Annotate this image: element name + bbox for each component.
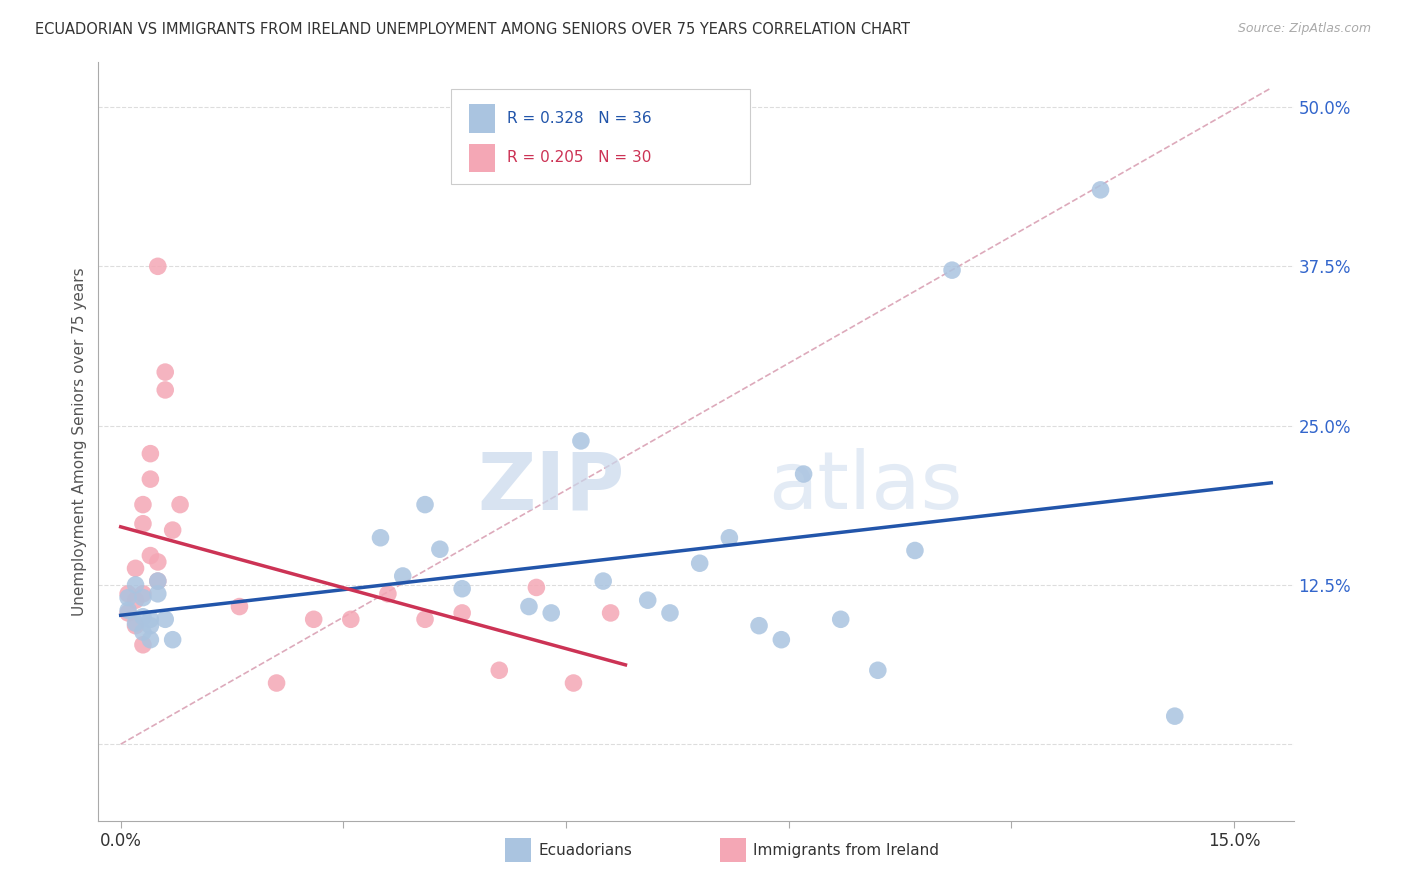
Point	[139, 549, 162, 563]
Point	[370, 531, 392, 545]
Point	[228, 599, 250, 614]
Point	[302, 612, 325, 626]
Point	[569, 434, 592, 448]
Point	[599, 606, 621, 620]
Point	[941, 263, 963, 277]
Point	[866, 663, 889, 677]
Point	[139, 447, 162, 461]
Point	[139, 472, 162, 486]
Point	[451, 606, 474, 620]
Point	[132, 591, 155, 605]
FancyBboxPatch shape	[451, 89, 749, 184]
Text: R = 0.205   N = 30: R = 0.205 N = 30	[508, 151, 651, 166]
Point	[132, 625, 155, 640]
Point	[391, 569, 413, 583]
Point	[904, 543, 927, 558]
Point	[117, 603, 139, 617]
Point	[689, 556, 711, 570]
Point	[117, 591, 139, 605]
Text: Source: ZipAtlas.com: Source: ZipAtlas.com	[1237, 22, 1371, 36]
Point	[146, 587, 169, 601]
Point	[562, 676, 585, 690]
Point	[146, 555, 169, 569]
Point	[155, 612, 177, 626]
Point	[124, 618, 146, 632]
Point	[155, 383, 177, 397]
Text: ZIP: ZIP	[477, 448, 624, 526]
Text: R = 0.328   N = 36: R = 0.328 N = 36	[508, 111, 652, 126]
Point	[117, 606, 139, 620]
Point	[377, 587, 399, 601]
Point	[770, 632, 793, 647]
Point	[830, 612, 852, 626]
FancyBboxPatch shape	[505, 838, 531, 863]
FancyBboxPatch shape	[720, 838, 747, 863]
Text: Immigrants from Ireland: Immigrants from Ireland	[754, 843, 939, 858]
Point	[169, 498, 191, 512]
Point	[139, 612, 162, 626]
Point	[124, 593, 146, 607]
FancyBboxPatch shape	[470, 144, 495, 172]
Point	[124, 616, 146, 631]
Point	[124, 561, 146, 575]
Point	[637, 593, 659, 607]
Point	[155, 365, 177, 379]
Point	[413, 612, 436, 626]
Point	[162, 523, 184, 537]
Point	[524, 581, 547, 595]
Point	[132, 609, 155, 624]
Point	[340, 612, 363, 626]
Point	[146, 260, 169, 274]
Point	[540, 606, 562, 620]
Point	[162, 632, 184, 647]
Point	[117, 587, 139, 601]
Point	[592, 574, 614, 588]
Point	[413, 498, 436, 512]
Point	[124, 578, 146, 592]
Point	[451, 582, 474, 596]
Point	[132, 638, 155, 652]
Point	[718, 531, 741, 545]
Point	[1164, 709, 1187, 723]
Point	[139, 618, 162, 632]
FancyBboxPatch shape	[470, 104, 495, 133]
Point	[146, 574, 169, 588]
Point	[132, 587, 155, 601]
Point	[429, 542, 451, 557]
Point	[146, 574, 169, 588]
Point	[659, 606, 682, 620]
Text: atlas: atlas	[768, 448, 962, 526]
Point	[748, 618, 770, 632]
Text: Ecuadorians: Ecuadorians	[538, 843, 633, 858]
Point	[132, 498, 155, 512]
Point	[517, 599, 540, 614]
Text: ECUADORIAN VS IMMIGRANTS FROM IRELAND UNEMPLOYMENT AMONG SENIORS OVER 75 YEARS C: ECUADORIAN VS IMMIGRANTS FROM IRELAND UN…	[35, 22, 910, 37]
Point	[132, 516, 155, 531]
Point	[266, 676, 288, 690]
Y-axis label: Unemployment Among Seniors over 75 years: Unemployment Among Seniors over 75 years	[72, 268, 87, 615]
Point	[793, 467, 815, 481]
Point	[488, 663, 510, 677]
Point	[1090, 183, 1112, 197]
Point	[139, 632, 162, 647]
